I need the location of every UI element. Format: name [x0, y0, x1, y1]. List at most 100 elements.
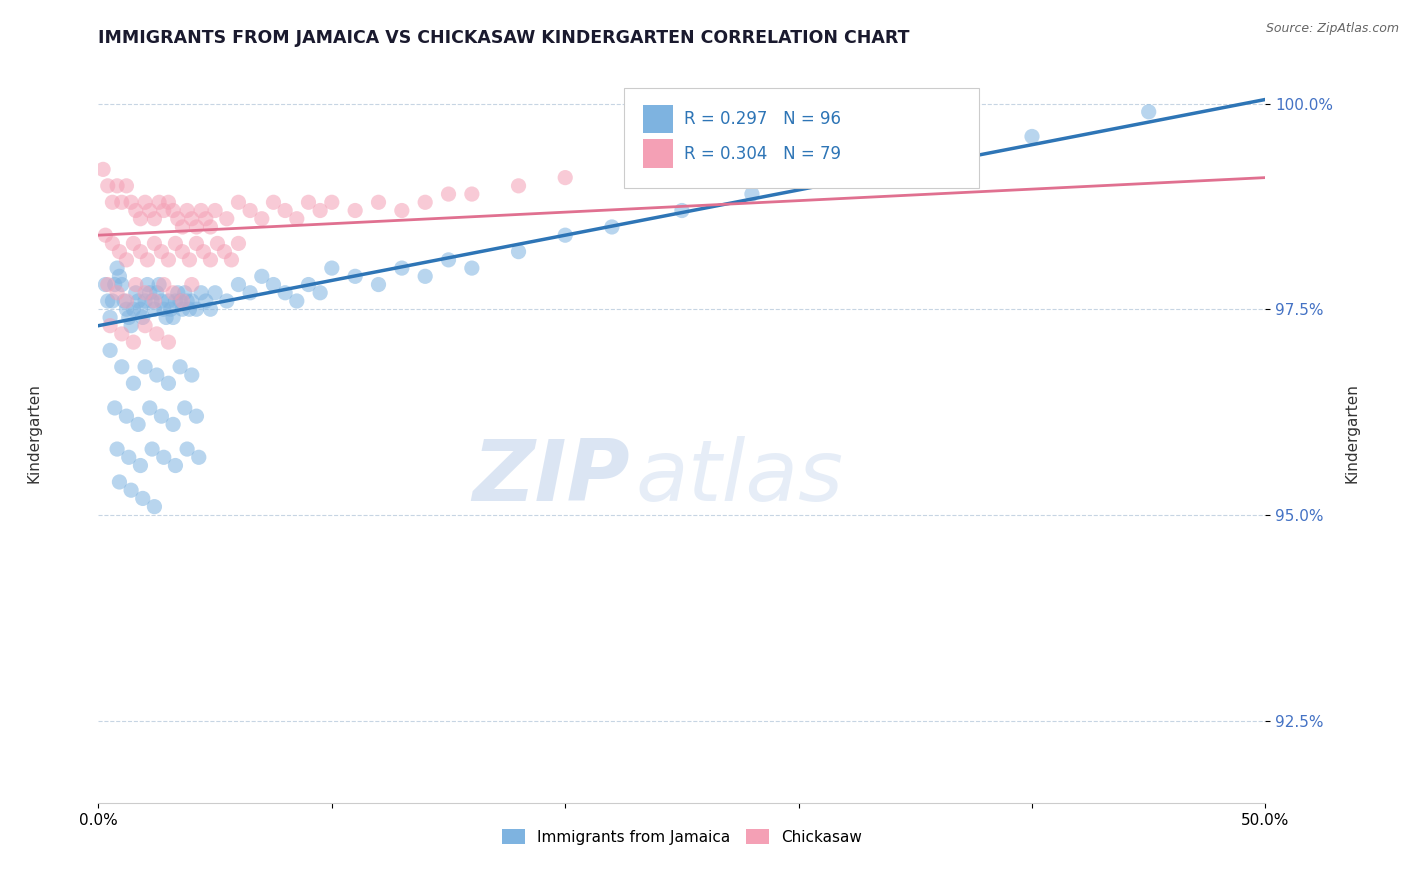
Point	[141, 293, 163, 308]
Point	[129, 211, 152, 226]
Point	[1137, 104, 1160, 119]
Point	[176, 293, 198, 308]
Point	[554, 170, 576, 185]
Point	[157, 293, 180, 308]
Point	[172, 244, 194, 259]
Point	[118, 310, 141, 325]
Point	[143, 236, 166, 251]
Point	[108, 244, 131, 259]
Point	[904, 154, 927, 169]
Point	[228, 277, 250, 292]
Point	[391, 261, 413, 276]
Point	[180, 277, 202, 292]
Point	[143, 293, 166, 308]
Point	[122, 335, 145, 350]
Point	[461, 261, 484, 276]
Point	[152, 277, 174, 292]
Point	[215, 211, 238, 226]
Point	[1021, 129, 1043, 144]
Point	[186, 409, 208, 424]
Point	[173, 401, 195, 415]
Point	[321, 261, 343, 276]
Point	[98, 310, 121, 325]
Point	[112, 293, 135, 308]
Point	[127, 417, 149, 432]
Point	[143, 211, 166, 226]
Point	[132, 310, 155, 325]
Point	[146, 368, 169, 382]
Point	[104, 277, 127, 292]
Point	[186, 219, 208, 234]
Point	[129, 244, 152, 259]
Point	[172, 293, 194, 308]
Point	[671, 203, 693, 218]
Point	[239, 285, 262, 300]
Point	[111, 326, 134, 341]
Point	[309, 203, 332, 218]
Point	[115, 178, 138, 193]
Point	[200, 219, 222, 234]
Point	[215, 293, 238, 308]
Point	[125, 277, 148, 292]
Y-axis label: Kindergarten: Kindergarten	[1344, 383, 1360, 483]
Point	[141, 442, 163, 456]
Point	[134, 285, 156, 300]
Point	[148, 277, 170, 292]
Point	[105, 261, 128, 276]
Point	[118, 450, 141, 465]
Point	[108, 269, 131, 284]
Point	[115, 302, 138, 317]
Point	[97, 178, 120, 193]
Point	[98, 343, 121, 358]
Text: Kindergarten: Kindergarten	[27, 383, 42, 483]
Point	[250, 211, 273, 226]
Point	[139, 285, 162, 300]
Point	[136, 252, 159, 267]
Point	[554, 228, 576, 243]
Point	[285, 293, 308, 308]
Point	[150, 244, 173, 259]
Point	[125, 203, 148, 218]
Point	[367, 277, 389, 292]
Point	[180, 293, 202, 308]
Point	[157, 252, 180, 267]
Point	[127, 293, 149, 308]
Point	[162, 417, 184, 432]
Point	[98, 318, 121, 333]
Point	[413, 195, 436, 210]
Point	[115, 409, 138, 424]
Point	[120, 195, 142, 210]
Point	[152, 450, 174, 465]
Point	[136, 277, 159, 292]
Point	[179, 302, 201, 317]
Text: R = 0.304   N = 79: R = 0.304 N = 79	[685, 145, 841, 162]
Point	[97, 277, 120, 292]
Point	[437, 187, 460, 202]
Point	[105, 442, 128, 456]
Point	[120, 318, 142, 333]
Point	[91, 162, 114, 177]
Point	[122, 302, 145, 317]
Point	[165, 458, 187, 473]
Point	[162, 285, 184, 300]
Point	[143, 302, 166, 317]
Point	[297, 277, 319, 292]
Point	[129, 458, 152, 473]
Text: atlas: atlas	[636, 435, 844, 518]
Point	[187, 450, 209, 465]
Point	[152, 203, 174, 218]
Point	[97, 293, 120, 308]
Point	[179, 252, 201, 267]
Point	[508, 244, 530, 259]
Point	[274, 285, 297, 300]
Point	[134, 195, 156, 210]
Point	[122, 376, 145, 391]
Point	[166, 285, 188, 300]
Point	[214, 244, 236, 259]
Point	[274, 203, 297, 218]
Point	[157, 376, 180, 391]
Point	[172, 219, 194, 234]
Point	[111, 359, 134, 374]
Point	[134, 293, 156, 308]
Point	[180, 211, 202, 226]
